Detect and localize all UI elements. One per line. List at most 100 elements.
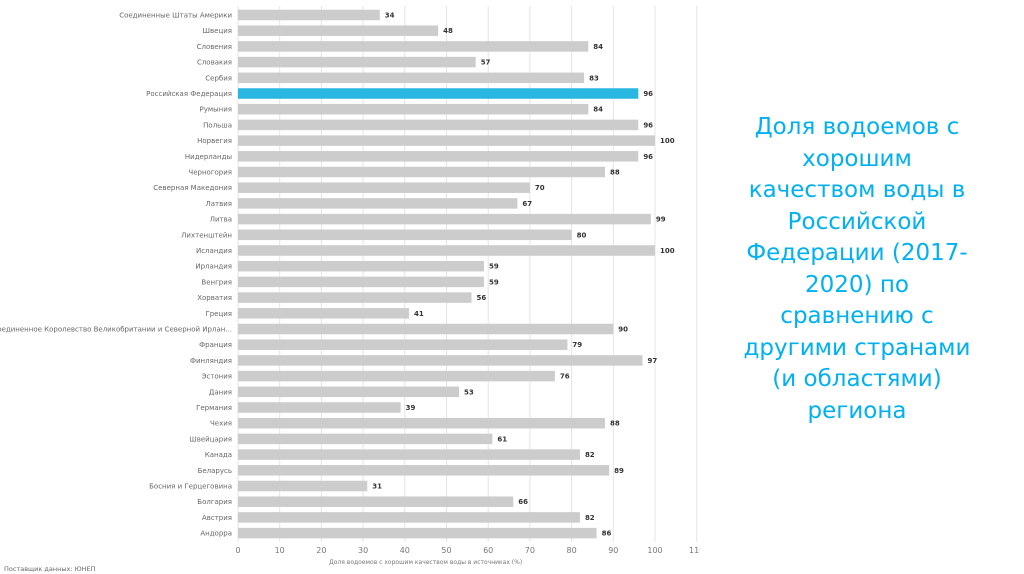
bar	[238, 229, 572, 241]
value-label: 96	[643, 153, 653, 161]
bar	[238, 417, 605, 429]
value-label: 61	[497, 435, 507, 443]
value-label: 84	[593, 43, 603, 51]
category-label: Андорра	[200, 530, 232, 538]
value-label: 96	[643, 90, 653, 98]
bar	[238, 103, 589, 115]
value-label: 67	[522, 200, 532, 208]
category-label: Нидерланды	[185, 153, 232, 161]
category-label: Словения	[197, 43, 232, 51]
x-tick-label: 70	[525, 546, 535, 555]
value-label: 31	[372, 483, 382, 491]
bar	[238, 527, 597, 539]
value-label: 57	[481, 59, 491, 67]
x-tick-label: 80	[567, 546, 577, 555]
x-tick-label: 60	[483, 546, 493, 555]
bar	[238, 308, 409, 319]
bar	[238, 182, 530, 193]
category-label: Швейцария	[189, 435, 232, 443]
bar	[238, 496, 514, 507]
x-tick-label: 20	[316, 546, 326, 555]
value-label: 86	[602, 530, 612, 538]
category-label: Венгрия	[201, 278, 232, 286]
value-label: 90	[618, 326, 628, 334]
bar	[238, 370, 555, 382]
value-label: 79	[572, 341, 582, 349]
bar	[238, 151, 639, 162]
bar	[238, 276, 485, 288]
category-label: Ирландия	[195, 263, 232, 271]
category-label: Швеция	[203, 27, 232, 35]
category-label: Соединенные Штаты Америки	[119, 12, 232, 20]
value-label: 83	[589, 74, 599, 82]
x-tick-label: 0	[235, 546, 240, 555]
bar	[238, 465, 610, 476]
value-label: 89	[614, 467, 624, 475]
bar	[238, 480, 368, 492]
bar	[238, 56, 476, 68]
bar	[238, 135, 655, 146]
bar	[238, 198, 518, 209]
value-label: 70	[535, 184, 545, 192]
category-label: Канада	[205, 451, 232, 459]
bar	[238, 166, 605, 178]
category-label: Польша	[203, 121, 232, 129]
category-label: Черногория	[188, 169, 232, 177]
value-label: 76	[560, 373, 570, 381]
category-label: Литва	[210, 216, 232, 224]
x-tick-label: 100	[647, 546, 662, 555]
bar	[238, 323, 614, 335]
value-label: 82	[585, 514, 595, 522]
value-label: 88	[610, 169, 620, 177]
category-label: Сербия	[205, 74, 232, 82]
value-label: 56	[477, 294, 487, 302]
value-label: 59	[489, 278, 499, 286]
category-label: Российская Федерация	[146, 90, 232, 98]
bar	[238, 260, 485, 272]
bar-chart: 0 10 20 30 40 50 60 70 80 90 100 110 Соединенные Шта…	[0, 6, 700, 566]
value-label: 100	[660, 137, 675, 145]
bar	[238, 386, 460, 398]
value-label: 97	[647, 357, 657, 365]
value-label: 99	[656, 216, 666, 224]
category-label: Словакия	[197, 59, 232, 67]
value-label: 34	[385, 12, 395, 20]
category-label: Греция	[205, 310, 232, 318]
category-label: Хорватия	[197, 294, 232, 302]
x-tick-label: 110	[689, 546, 700, 555]
category-label: Чехия	[210, 420, 232, 428]
value-label: 84	[593, 106, 603, 114]
value-label: 88	[610, 420, 620, 428]
value-label: 100	[660, 247, 675, 255]
value-label: 48	[443, 27, 453, 35]
bar	[238, 512, 580, 523]
category-label: Норвегия	[197, 137, 232, 145]
bar	[238, 88, 639, 99]
category-label: Беларусь	[198, 467, 232, 475]
category-label: Финляндия	[190, 357, 232, 365]
x-tick-label: 50	[441, 546, 451, 555]
x-tick-label: 30	[358, 546, 368, 555]
category-label: Эстония	[202, 373, 232, 381]
x-tick-label: 10	[275, 546, 285, 555]
category-label: Лихтенштейн	[181, 231, 232, 239]
category-label: Северная Македония	[153, 184, 232, 192]
value-label: 66	[518, 498, 528, 506]
bar	[238, 292, 472, 303]
bar	[238, 25, 439, 36]
slide-title: Доля водоемов с хорошим качеством воды в…	[743, 114, 971, 424]
bar	[238, 213, 651, 225]
value-label: 53	[464, 388, 474, 396]
category-label: Румыния	[199, 106, 232, 114]
category-label: Болгария	[197, 498, 232, 506]
bar	[238, 449, 580, 460]
category-label: Франция	[199, 341, 232, 349]
value-label: 96	[643, 121, 653, 129]
x-axis-title: Доля водоемов с хорошим качеством воды в…	[329, 559, 522, 566]
category-label: Германия	[196, 404, 232, 412]
bar	[238, 72, 585, 84]
category-label: Латвия	[205, 200, 232, 208]
value-label: 59	[489, 263, 499, 271]
category-label: Австрия	[202, 514, 232, 522]
category-label: Соединенное Королевство Великобритании и…	[0, 326, 232, 334]
